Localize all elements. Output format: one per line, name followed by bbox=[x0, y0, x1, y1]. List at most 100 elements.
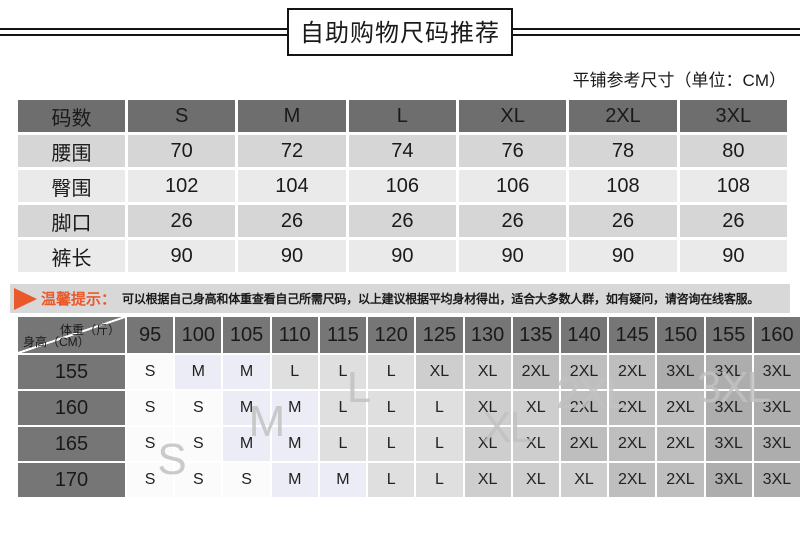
matrix-table-wrapper: 体重（斤） 身高（CM） 95 100 105 110 115 120 125 130 135 1… bbox=[18, 317, 800, 497]
weight-header-cell: 115 bbox=[319, 317, 367, 353]
size-cell: M bbox=[175, 355, 222, 389]
size-cell: M bbox=[223, 391, 270, 425]
size-cell: XL bbox=[512, 427, 559, 461]
size-table-size-header: L bbox=[348, 100, 456, 132]
weight-header-cell: 125 bbox=[416, 317, 463, 353]
size-cell: S bbox=[223, 463, 270, 497]
size-cell: L bbox=[319, 355, 367, 389]
measure-value-cell: 26 bbox=[348, 205, 456, 237]
weight-header-cell: 120 bbox=[368, 317, 415, 353]
measure-value-cell: 90 bbox=[128, 240, 236, 272]
size-cell: 2XL bbox=[512, 355, 559, 389]
size-cell: S bbox=[127, 427, 174, 461]
size-cell: 3XL bbox=[705, 355, 752, 389]
size-cell: 2XL bbox=[657, 427, 704, 461]
weight-header-cell: 160 bbox=[753, 317, 800, 353]
size-cell: 3XL bbox=[753, 355, 800, 389]
size-cell: L bbox=[368, 355, 415, 389]
size-cell: L bbox=[416, 463, 463, 497]
weight-header-cell: 130 bbox=[464, 317, 511, 353]
measure-value-cell: 26 bbox=[459, 205, 567, 237]
size-table-size-header: S bbox=[128, 100, 236, 132]
size-cell: 3XL bbox=[657, 355, 704, 389]
size-cell: S bbox=[175, 391, 222, 425]
page-title: 自助购物尺码推荐 bbox=[287, 8, 513, 56]
size-cell: M bbox=[271, 427, 318, 461]
size-cell: S bbox=[127, 463, 174, 497]
size-cell: L bbox=[271, 355, 318, 389]
measure-value-cell: 26 bbox=[128, 205, 236, 237]
measure-row-label: 臀围 bbox=[18, 170, 125, 202]
size-cell: 2XL bbox=[609, 391, 656, 425]
measure-value-cell: 102 bbox=[128, 170, 236, 202]
size-cell: 2XL bbox=[560, 355, 608, 389]
size-cell: 3XL bbox=[753, 391, 800, 425]
size-table-size-header: 3XL bbox=[679, 100, 787, 132]
measure-value-cell: 108 bbox=[679, 170, 787, 202]
measure-value-cell: 26 bbox=[238, 205, 346, 237]
matrix-table: 体重（斤） 身高（CM） 95 100 105 110 115 120 125 130 135 1… bbox=[18, 317, 800, 497]
height-header-cell: 170 bbox=[18, 463, 125, 497]
measure-value-cell: 90 bbox=[238, 240, 346, 272]
size-cell: 3XL bbox=[753, 427, 800, 461]
corner-weight-label: 体重（斤） bbox=[59, 323, 120, 337]
measure-row-label: 脚口 bbox=[18, 205, 125, 237]
measure-value-cell: 90 bbox=[679, 240, 787, 272]
size-cell: XL bbox=[512, 463, 559, 497]
size-cell: 2XL bbox=[609, 463, 656, 497]
weight-header-cell: 100 bbox=[175, 317, 222, 353]
flat-size-subtitle: 平铺参考尺寸（单位：CM） bbox=[572, 71, 786, 90]
size-cell: 2XL bbox=[609, 427, 656, 461]
measure-value-cell: 104 bbox=[238, 170, 346, 202]
title-double-line-left bbox=[0, 28, 287, 36]
size-cell: XL bbox=[416, 355, 463, 389]
matrix-corner-cell: 体重（斤） 身高（CM） bbox=[18, 317, 125, 353]
measure-value-cell: 76 bbox=[459, 135, 567, 167]
title-double-line-right bbox=[513, 28, 800, 36]
size-cell: XL bbox=[464, 391, 511, 425]
weight-header-cell: 145 bbox=[609, 317, 656, 353]
size-cell: 2XL bbox=[657, 463, 704, 497]
size-cell: M bbox=[271, 391, 318, 425]
measure-row-label: 裤长 bbox=[18, 240, 125, 272]
size-cell: L bbox=[368, 391, 415, 425]
size-cell: L bbox=[368, 427, 415, 461]
measure-value-cell: 90 bbox=[348, 240, 456, 272]
size-table-corner-header: 码数 bbox=[18, 100, 125, 132]
size-cell: 3XL bbox=[705, 463, 752, 497]
size-cell: 3XL bbox=[705, 391, 752, 425]
size-cell: S bbox=[175, 463, 222, 497]
size-cell: L bbox=[416, 391, 463, 425]
size-cell: 3XL bbox=[705, 427, 752, 461]
size-cell: XL bbox=[512, 391, 559, 425]
weight-header-cell: 150 bbox=[657, 317, 704, 353]
size-cell: 2XL bbox=[609, 355, 656, 389]
tip-bar: 温馨提示： 可以根据自己身高和体重查看自己所需尺码，以上建议根据平均身材得出，适… bbox=[10, 284, 790, 313]
weight-header-cell: 95 bbox=[127, 317, 174, 353]
size-cell: M bbox=[223, 427, 270, 461]
size-cell: 2XL bbox=[657, 391, 704, 425]
size-cell: XL bbox=[464, 463, 511, 497]
tip-label: 温馨提示： bbox=[41, 291, 117, 308]
measure-value-cell: 90 bbox=[569, 240, 677, 272]
triangle-arrow-icon bbox=[14, 287, 37, 310]
size-cell: L bbox=[368, 463, 415, 497]
size-cell: 2XL bbox=[560, 391, 608, 425]
measure-value-cell: 106 bbox=[459, 170, 567, 202]
size-table: 码数 S M L XL 2XL 3XL 腰围 70 72 74 76 78 80 臀围 102 104 106 10… bbox=[18, 100, 787, 272]
weight-header-cell: 110 bbox=[271, 317, 318, 353]
size-cell: 3XL bbox=[753, 463, 800, 497]
size-cell: M bbox=[319, 463, 367, 497]
size-cell: S bbox=[127, 391, 174, 425]
weight-header-cell: 135 bbox=[512, 317, 559, 353]
size-cell: L bbox=[416, 427, 463, 461]
measure-value-cell: 90 bbox=[459, 240, 567, 272]
height-header-cell: 165 bbox=[18, 427, 125, 461]
measure-row-label: 腰围 bbox=[18, 135, 125, 167]
tip-text: 可以根据自己身高和体重查看自己所需尺码，以上建议根据平均身材得出，适合大多数人群… bbox=[122, 292, 760, 306]
measure-value-cell: 80 bbox=[679, 135, 787, 167]
size-cell: M bbox=[271, 463, 318, 497]
measure-value-cell: 72 bbox=[238, 135, 346, 167]
size-cell: M bbox=[223, 355, 270, 389]
height-header-cell: 160 bbox=[18, 391, 125, 425]
